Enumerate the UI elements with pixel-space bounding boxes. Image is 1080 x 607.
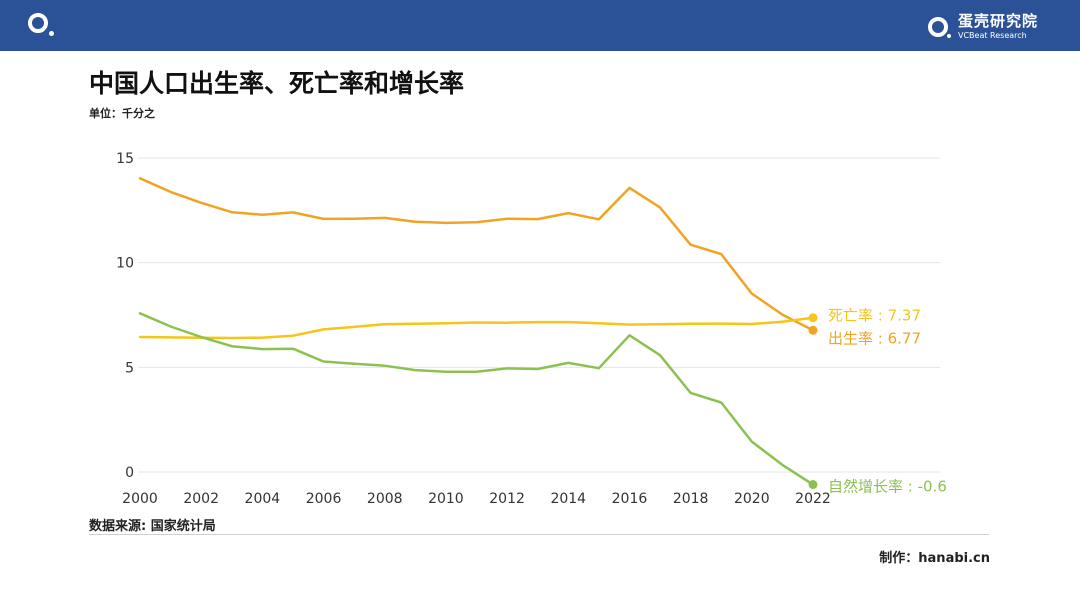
x-tick-label: 2002 [183, 491, 219, 507]
x-tick-label: 2012 [489, 491, 525, 507]
x-tick-label: 2018 [673, 491, 709, 507]
series-line-2 [138, 312, 815, 486]
y-tick-label: 15 [116, 151, 134, 167]
x-tick-label: 2014 [550, 491, 586, 507]
logo-ring-icon [28, 13, 48, 33]
x-tick-label: 2008 [367, 491, 403, 507]
credit-text: 制作：hanabi.cn [879, 551, 990, 566]
x-tick-label: 2016 [612, 491, 648, 507]
series-end-label-0: 出生率 : 6.77 [828, 329, 921, 347]
y-tick-label: 0 [125, 465, 134, 481]
x-tick-label: 2000 [122, 491, 158, 507]
footer-divider [89, 534, 989, 535]
top-banner: 蛋壳研究院 VCBeat Research [0, 0, 1080, 51]
brand-name-en: VCBeat Research [957, 31, 1027, 40]
series-line-0 [138, 177, 815, 332]
brand-ring-icon [927, 17, 951, 38]
data-source: 数据来源: 国家统计局 [89, 519, 216, 534]
x-tick-label: 2020 [734, 491, 770, 507]
series-end-label-1: 死亡率 : 7.37 [828, 307, 921, 325]
y-tick-label: 5 [125, 360, 134, 376]
series-line-1 [138, 316, 815, 340]
series-end-label-2: 自然增长率 : -0.6 [828, 478, 947, 496]
x-tick-label: 2004 [245, 491, 281, 507]
chart-unit: 单位：千分之 [89, 107, 155, 120]
series-end-dot-1 [808, 313, 818, 323]
series-end-dot-0 [808, 325, 818, 335]
brand-logo: 蛋壳研究院 VCBeat Research [927, 11, 1038, 43]
series-end-dot-2 [808, 480, 818, 490]
chart-title: 中国人口出生率、死亡率和增长率 [89, 69, 465, 98]
brand-name-cn: 蛋壳研究院 [957, 12, 1038, 30]
logo-dot-icon [49, 31, 54, 36]
y-tick-label: 10 [116, 256, 134, 272]
x-tick-label: 2022 [795, 491, 831, 507]
x-tick-label: 2006 [306, 491, 342, 507]
x-tick-label: 2010 [428, 491, 464, 507]
